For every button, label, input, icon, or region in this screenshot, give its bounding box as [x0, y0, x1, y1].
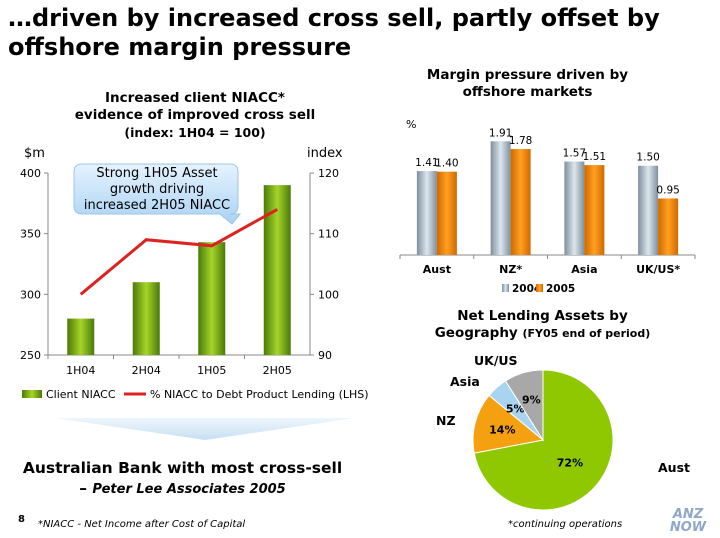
callout-bubble — [73, 163, 242, 225]
niacc-ytick-label: 400 — [20, 167, 41, 180]
callout-line-3: increased 2H05 NIACC — [83, 198, 231, 213]
pie-slice-ukus — [504, 369, 544, 442]
footnote-continuing: *continuing operations — [508, 519, 623, 530]
bottom-attribution-line: – Peter Lee Associates 2005 — [10, 478, 355, 500]
pie-slice-nz — [472, 394, 545, 454]
pie-category-label: Asia — [450, 374, 480, 389]
legend-swatch-2005 — [536, 284, 543, 292]
legend-label-2004: 2004 — [512, 283, 541, 295]
niacc-subtitle: (index: 1H04 = 100) — [124, 125, 266, 140]
callout-line-2: growth driving — [109, 182, 205, 197]
margin-bar-2004 — [490, 141, 511, 255]
niacc-xtick-label: 2H05 — [263, 364, 292, 377]
down-arrow-shape — [55, 418, 355, 440]
pie-pct-label: 5% — [506, 402, 525, 415]
legend-label-client-niacc: Client NIACC — [46, 388, 116, 401]
margin-data-label: 1.91 — [489, 127, 512, 139]
legend-label-ratio: % NIACC to Debt Product Lending (LHS) — [150, 388, 369, 401]
margin-data-label: 1.51 — [583, 151, 606, 163]
niacc-title-line-2: evidence of improved cross sell — [74, 107, 316, 123]
margin-xtick-label: Aust — [423, 263, 451, 276]
margin-ylabel: % — [406, 118, 416, 131]
callout-text: Strong 1H05 Asset growth driving increas… — [74, 166, 240, 214]
niacc-xtick-label: 2H04 — [132, 364, 161, 377]
margin-title-line-2: offshore markets — [462, 84, 593, 100]
pie-category-label: Aust. — [658, 460, 690, 475]
niacc-xtick-label: 1H05 — [197, 364, 226, 377]
niacc-y2tick-label: 100 — [318, 288, 339, 301]
niacc-y2label: index — [307, 146, 343, 161]
anz-logo: ANZ NOW — [662, 508, 714, 534]
pie-title-note: (FY05 end of period) — [522, 327, 651, 340]
pie-pct-label: 14% — [489, 424, 515, 437]
legend-swatch-client-niacc — [22, 390, 42, 398]
callout-line-1: Strong 1H05 Asset — [96, 166, 218, 181]
margin-bar-2004 — [416, 171, 437, 255]
pie-title-line-2: Geography (FY05 end of period) — [415, 325, 670, 342]
niacc-xtick-label: 1H04 — [66, 364, 95, 377]
niacc-bar — [67, 318, 95, 355]
margin-data-label: 1.41 — [415, 157, 438, 169]
niacc-chart: $m index 250 300 350 400 90 100 110 120 1H04 2H04 1H… — [20, 146, 369, 401]
margin-title-line-1: Margin pressure driven by — [426, 67, 629, 83]
margin-bar-2005 — [584, 165, 605, 255]
niacc-y2tick-label: 90 — [318, 349, 332, 362]
margin-chart: % 1.411.40 Aust 1.911.78 NZ* 1.571.51 Asia 1.50… — [399, 118, 696, 295]
niacc-ratio-line — [79, 208, 278, 296]
margin-data-label: 1.78 — [509, 135, 532, 147]
bottom-attribution: Peter Lee Associates 2005 — [92, 482, 286, 497]
legend-label-2005: 2005 — [546, 283, 575, 295]
margin-xtick-label: NZ* — [499, 263, 522, 276]
anz-logo-bottom: NOW — [669, 520, 707, 535]
pie-pct-label: 72% — [557, 456, 583, 469]
niacc-ylabel: $m — [24, 146, 45, 161]
pie-chart: 72% Aust. 14% NZ 5% Asia 9% UK/US — [436, 353, 690, 510]
pie-title-line-1: Net Lending Assets by — [457, 308, 628, 324]
margin-data-label: 1.57 — [563, 148, 586, 160]
niacc-ytick-label: 250 — [20, 349, 41, 362]
page-number: 8 — [18, 514, 25, 525]
margin-bar-2005 — [510, 149, 531, 255]
margin-data-label: 0.95 — [656, 184, 679, 196]
niacc-y2tick-label: 120 — [318, 167, 339, 180]
niacc-title-line-1: Increased client NIACC* — [105, 90, 285, 106]
niacc-chart-title: Increased client NIACC* evidence of impr… — [70, 90, 320, 141]
pie-category-label: NZ — [436, 413, 456, 428]
margin-chart-title: Margin pressure driven by offshore marke… — [400, 67, 655, 101]
slide-title: …driven by increased cross sell, partly … — [8, 4, 660, 61]
footnote-niacc: *NIACC - Net Income after Cost of Capita… — [38, 519, 246, 530]
bottom-statement: Australian Bank with most cross-sell – P… — [10, 458, 355, 500]
margin-xtick-label: Asia — [571, 263, 597, 276]
pie-category-label: UK/US — [474, 353, 518, 368]
margin-data-label: 1.40 — [435, 158, 458, 170]
bottom-statement-text: Australian Bank with most cross-sell — [22, 459, 343, 477]
pie-title-geography: Geography — [434, 325, 518, 341]
margin-bar-2004 — [638, 165, 659, 255]
margin-bar-2005 — [436, 171, 457, 255]
legend-swatch-2004 — [502, 284, 509, 292]
niacc-bar — [132, 282, 160, 355]
margin-data-label: 1.50 — [636, 152, 659, 164]
niacc-y2tick-label: 110 — [318, 228, 339, 241]
margin-bar-2005 — [658, 198, 679, 255]
bottom-attribution-dash: – — [79, 479, 88, 497]
pie-pct-label: 9% — [522, 394, 541, 407]
margin-bar-2004 — [564, 161, 585, 255]
niacc-ytick-label: 300 — [20, 288, 41, 301]
margin-xtick-label: UK/US* — [636, 263, 680, 276]
anz-logo-top: ANZ — [672, 507, 704, 522]
niacc-ytick-label: 350 — [20, 228, 41, 241]
niacc-bar — [198, 242, 226, 355]
pie-chart-title: Net Lending Assets by Geography (FY05 en… — [415, 308, 670, 342]
